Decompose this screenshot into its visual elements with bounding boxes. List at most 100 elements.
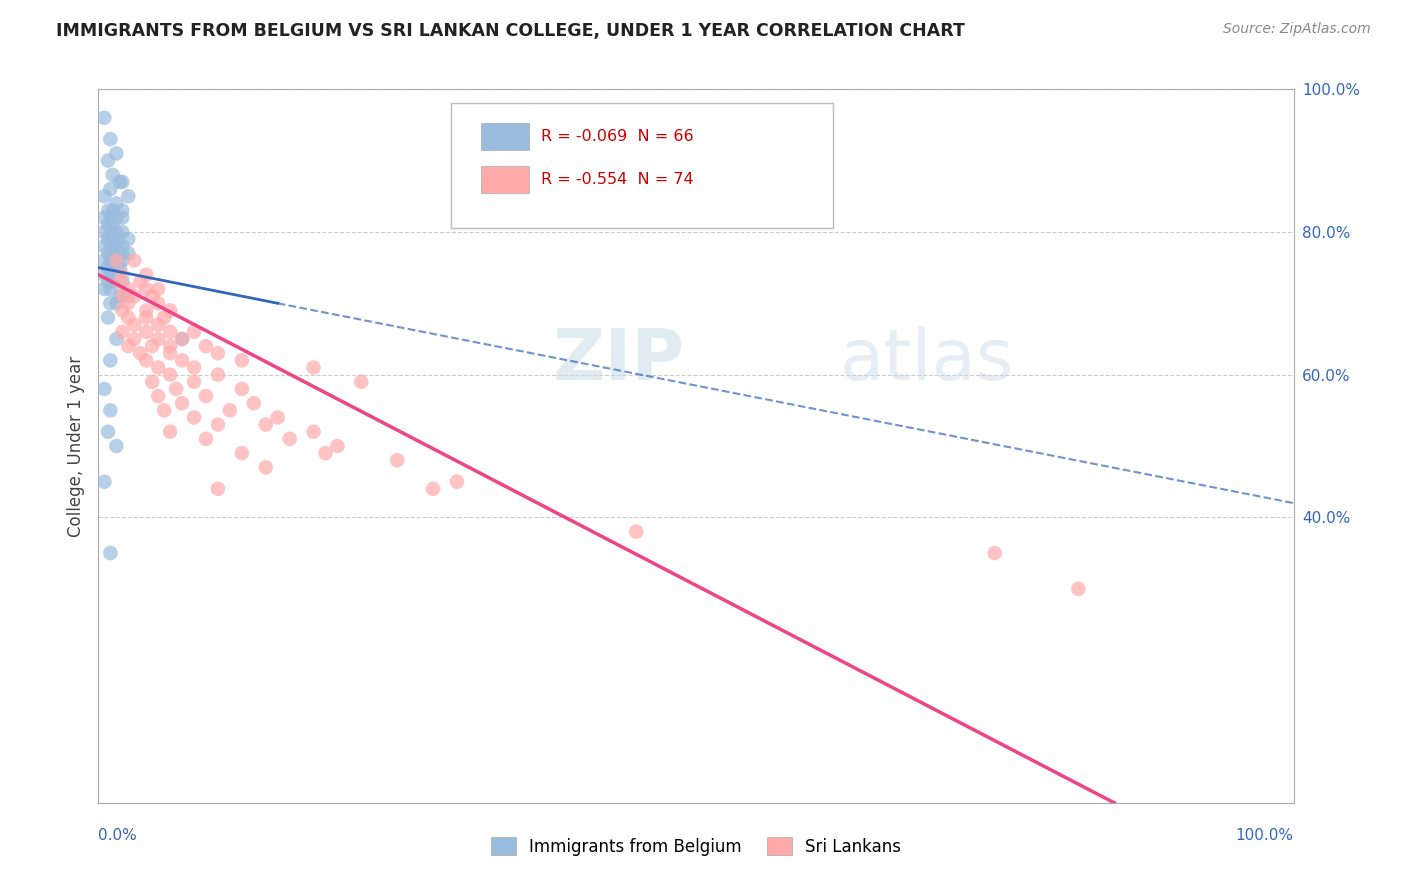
Point	[254, 460, 277, 475]
Point	[101, 246, 124, 260]
Point	[93, 282, 115, 296]
Point	[105, 239, 128, 253]
Point	[148, 318, 170, 332]
Point	[117, 246, 139, 260]
Point	[117, 189, 139, 203]
Point	[141, 289, 163, 303]
Point	[350, 375, 373, 389]
Point	[422, 482, 444, 496]
Point	[326, 439, 349, 453]
Point	[105, 211, 128, 225]
Point	[165, 382, 187, 396]
Point	[101, 232, 124, 246]
Point	[135, 303, 157, 318]
Point	[172, 396, 194, 410]
Point	[111, 303, 134, 318]
Point	[141, 339, 163, 353]
Point	[195, 339, 218, 353]
Point	[93, 225, 115, 239]
Point	[302, 425, 325, 439]
Point	[101, 218, 124, 232]
Point	[98, 211, 122, 225]
Point	[111, 253, 134, 268]
Point	[984, 546, 1007, 560]
Point	[148, 296, 170, 310]
Point	[105, 268, 128, 282]
Point	[153, 403, 176, 417]
Point	[117, 232, 139, 246]
Point	[267, 410, 290, 425]
Point	[195, 432, 218, 446]
Point	[183, 325, 205, 339]
Point	[111, 203, 134, 218]
Point	[135, 325, 157, 339]
Point	[98, 239, 122, 253]
Point	[231, 446, 253, 460]
Point	[124, 332, 146, 346]
Point	[97, 275, 120, 289]
Point	[135, 310, 157, 325]
Point	[98, 268, 122, 282]
Point	[159, 325, 181, 339]
Point	[97, 153, 120, 168]
Point	[101, 168, 124, 182]
Text: R = -0.069  N = 66: R = -0.069 N = 66	[541, 128, 693, 144]
Point	[159, 368, 181, 382]
Point	[148, 282, 170, 296]
Point	[98, 353, 122, 368]
Point	[111, 268, 134, 282]
Point	[183, 375, 205, 389]
Point	[195, 389, 218, 403]
Point	[101, 260, 124, 275]
Point	[129, 275, 152, 289]
Point	[105, 225, 128, 239]
Point	[148, 360, 170, 375]
Point	[159, 303, 181, 318]
Point	[98, 225, 122, 239]
Point	[243, 396, 266, 410]
Point	[93, 239, 115, 253]
Point	[315, 446, 337, 460]
Point	[111, 275, 134, 289]
Point	[98, 253, 122, 268]
Point	[97, 203, 120, 218]
Point	[93, 268, 115, 282]
Point	[135, 282, 157, 296]
Point	[111, 175, 134, 189]
Point	[117, 296, 139, 310]
Point	[97, 310, 120, 325]
Point	[117, 310, 139, 325]
Point	[105, 439, 128, 453]
Point	[129, 346, 152, 360]
Point	[111, 225, 134, 239]
Point	[153, 310, 176, 325]
Text: 0.0%: 0.0%	[98, 828, 138, 843]
Point	[111, 246, 134, 260]
Point	[302, 360, 325, 375]
Point	[231, 353, 253, 368]
Point	[159, 346, 181, 360]
Point	[108, 175, 131, 189]
Point	[105, 246, 128, 260]
Point	[98, 132, 122, 146]
Point	[93, 111, 115, 125]
Point	[446, 475, 468, 489]
Point	[105, 196, 128, 211]
Point	[207, 346, 229, 360]
Point	[159, 339, 181, 353]
FancyBboxPatch shape	[481, 166, 529, 193]
Point	[231, 382, 253, 396]
Point	[207, 368, 229, 382]
Point	[105, 232, 128, 246]
FancyBboxPatch shape	[451, 103, 834, 228]
Point	[117, 339, 139, 353]
Point	[124, 318, 146, 332]
Point	[183, 410, 205, 425]
Point	[108, 275, 131, 289]
Point	[141, 375, 163, 389]
Text: Source: ZipAtlas.com: Source: ZipAtlas.com	[1223, 22, 1371, 37]
Point	[117, 282, 139, 296]
Point	[93, 253, 115, 268]
Point	[148, 332, 170, 346]
Point	[105, 296, 128, 310]
